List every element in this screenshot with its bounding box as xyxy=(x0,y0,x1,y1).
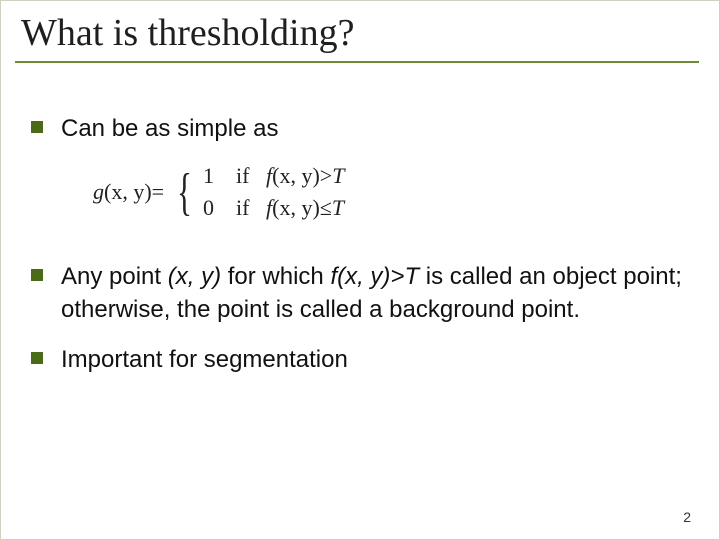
slide: What is thresholding? Can be as simple a… xyxy=(1,1,719,539)
square-bullet-icon xyxy=(31,269,43,281)
case1-cmp: > xyxy=(320,163,332,188)
brace-icon: { xyxy=(177,172,192,214)
b2-xy: (x, y) xyxy=(168,263,221,290)
b2-mid: for which xyxy=(221,263,330,290)
case2-if: if xyxy=(236,195,249,220)
title-underline: What is thresholding? xyxy=(15,11,699,63)
case2-cmp: ≤ xyxy=(320,195,332,220)
case1-T: T xyxy=(332,163,344,188)
list-item: Can be as simple as xyxy=(31,113,699,145)
bullet-text-1: Can be as simple as xyxy=(61,113,278,145)
case1-args: (x, y) xyxy=(272,163,320,188)
bullet-text-3: Important for segmentation xyxy=(61,344,348,376)
list-item: Important for segmentation xyxy=(31,344,699,376)
case2-T: T xyxy=(332,195,344,220)
formula-lhs: g(x, y)= xyxy=(93,179,164,205)
page-number: 2 xyxy=(683,509,691,525)
formula-lhs-args: (x, y) xyxy=(104,179,152,204)
case1-val: 1 xyxy=(203,163,214,188)
square-bullet-icon xyxy=(31,121,43,133)
bullet-text-2: Any point (x, y) for which f(x, y)>T is … xyxy=(61,261,699,326)
case2-args: (x, y) xyxy=(272,195,320,220)
b2-fxy: f(x, y)>T xyxy=(330,263,419,290)
b2-pre: Any point xyxy=(61,263,168,290)
formula-eq: = xyxy=(152,179,164,204)
formula-cases: 1 if f(x, y)>T 0 if f(x, y)≤T xyxy=(203,163,344,221)
formula: g(x, y)= { 1 if f(x, y)>T 0 if f(x, y)≤T xyxy=(93,163,699,221)
content-area: Can be as simple as g(x, y)= { 1 if f(x,… xyxy=(21,113,699,377)
case1-if: if xyxy=(236,163,249,188)
formula-case-2: 0 if f(x, y)≤T xyxy=(203,195,344,221)
formula-case-1: 1 if f(x, y)>T xyxy=(203,163,344,189)
list-item: Any point (x, y) for which f(x, y)>T is … xyxy=(31,261,699,326)
square-bullet-icon xyxy=(31,352,43,364)
formula-g: g xyxy=(93,179,104,204)
page-title: What is thresholding? xyxy=(21,11,699,55)
case2-val: 0 xyxy=(203,195,214,220)
